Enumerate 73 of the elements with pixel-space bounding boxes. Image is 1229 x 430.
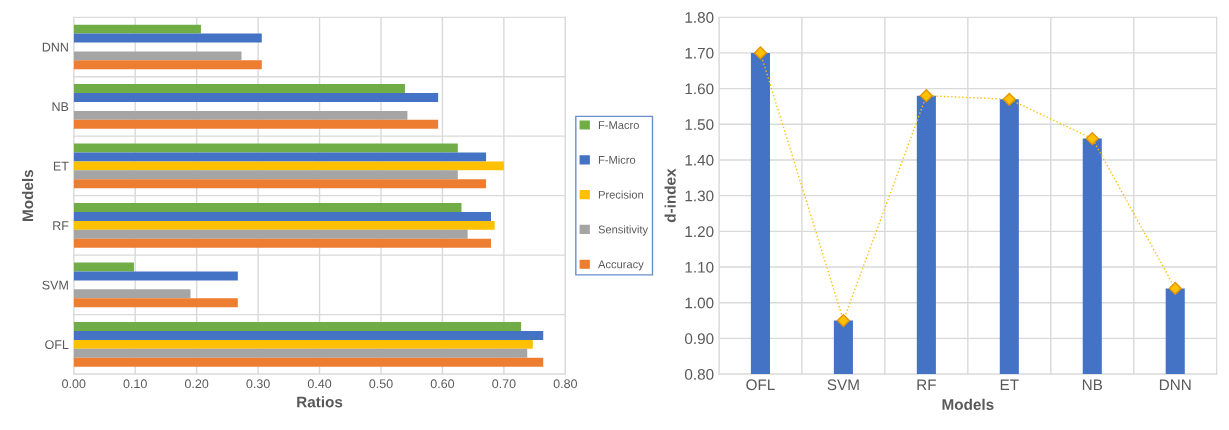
x-tick-label: 0.80 (553, 379, 578, 389)
y-tick-label: 1.10 (685, 261, 714, 273)
y-tick-label: 1.00 (685, 297, 714, 309)
x-tick-label: ET (1000, 379, 1019, 391)
bar (73, 289, 191, 299)
x-tick-label: DNN (1159, 379, 1191, 391)
legend-label: Accuracy (598, 260, 644, 271)
bar (73, 212, 491, 221)
y-tick-label: 1.80 (685, 12, 714, 23)
x-tick-label: 0.20 (184, 379, 209, 389)
y-axis-title: d-index (664, 168, 676, 223)
y-tick-label: 0.80 (684, 368, 714, 380)
point (1085, 131, 1099, 146)
y-tick-label: 0.90 (684, 333, 714, 345)
y-tick-label: 1.60 (685, 83, 714, 95)
bar (73, 60, 262, 70)
point (1002, 92, 1016, 106)
bar (73, 238, 491, 248)
y-tick-label: 1.70 (685, 47, 714, 59)
y-tick-label: SVM (42, 280, 68, 290)
bar (73, 143, 458, 153)
y-tick-label: 1.30 (685, 190, 714, 202)
y-tick-label: 1.20 (685, 226, 714, 238)
bar (73, 339, 533, 349)
bar (73, 330, 544, 340)
legend-label: Precision (598, 190, 644, 199)
x-tick-label: RF (917, 379, 936, 391)
y-tick-label: 1.50 (685, 119, 714, 130)
bar (73, 51, 242, 61)
x-tick-label: 0.40 (307, 379, 332, 389)
bar (73, 298, 238, 308)
bar (73, 170, 458, 180)
bar (73, 93, 439, 102)
bar (73, 152, 487, 162)
x-axis-title: Ratios (297, 396, 343, 408)
bar (73, 271, 238, 281)
bar (73, 348, 528, 358)
y-axis-title: Models (21, 169, 34, 221)
bar (73, 24, 201, 34)
bar (73, 84, 405, 94)
x-tick-label: 0.50 (369, 379, 393, 389)
x-axis-title: Models (942, 398, 994, 410)
x-tick-label: SVM (827, 379, 859, 391)
legend-label: F-Macro (598, 121, 639, 130)
bar (73, 119, 439, 129)
x-tick-label: 0.10 (123, 379, 147, 389)
bar (73, 161, 504, 171)
point (919, 89, 933, 103)
bar (73, 357, 544, 367)
point (753, 46, 768, 60)
legend-label: Sensitivity (598, 225, 649, 236)
bar (73, 229, 468, 239)
x-tick-label: 0.30 (246, 379, 270, 389)
point (1168, 281, 1182, 296)
x-tick-label: 0.00 (62, 379, 86, 389)
x-tick-label: OFL (746, 379, 775, 391)
bar (73, 203, 462, 213)
y-tick-label: NB (52, 102, 69, 111)
y-tick-label: DNN (42, 42, 68, 52)
x-tick-label: 0.60 (430, 379, 455, 389)
y-tick-label: RF (53, 221, 69, 230)
bar (73, 110, 408, 120)
x-tick-label: 0.70 (492, 379, 516, 389)
y-tick-label: OFL (45, 340, 69, 350)
y-tick-label: 1.40 (685, 154, 714, 166)
bar (73, 322, 522, 331)
bar (73, 220, 495, 230)
x-tick-label: NB (1082, 379, 1103, 391)
bar (73, 33, 262, 43)
point (836, 313, 850, 328)
legend-label: F-Micro (598, 155, 636, 164)
bar (73, 179, 487, 189)
y-tick-label: ET (53, 161, 69, 171)
